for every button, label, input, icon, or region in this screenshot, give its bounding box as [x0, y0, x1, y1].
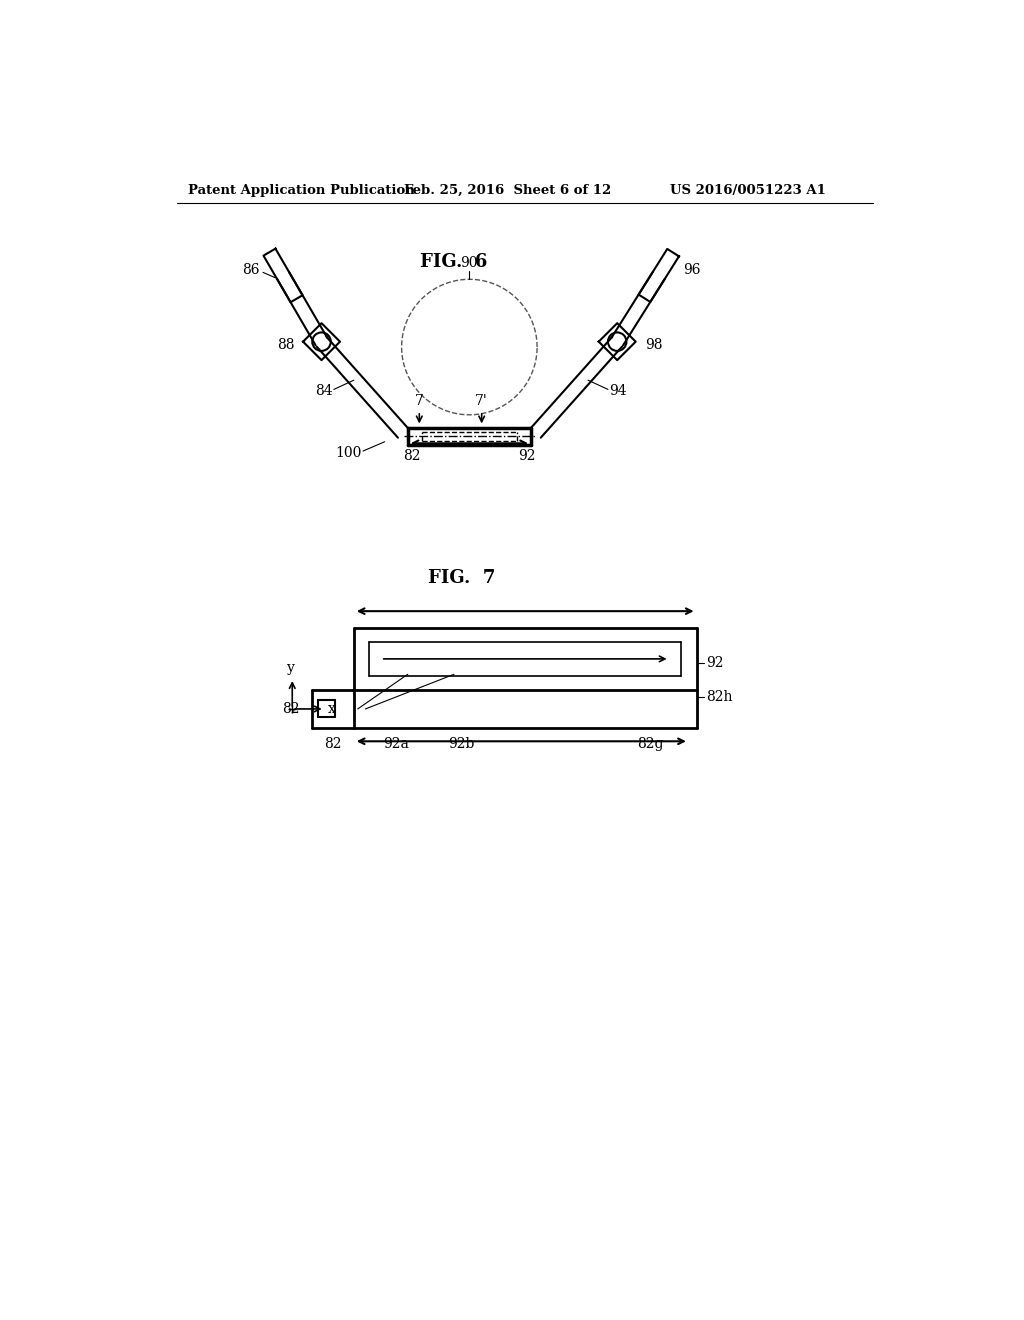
Text: Patent Application Publication: Patent Application Publication — [188, 185, 415, 197]
Text: 94: 94 — [609, 384, 627, 397]
Text: 92b: 92b — [449, 738, 475, 751]
Text: FIG.  7: FIG. 7 — [428, 569, 496, 587]
Text: x: x — [328, 702, 336, 715]
Text: 98: 98 — [645, 338, 663, 351]
Text: 7: 7 — [415, 393, 424, 408]
Text: US 2016/0051223 A1: US 2016/0051223 A1 — [670, 185, 825, 197]
Text: 96: 96 — [683, 263, 700, 277]
Text: 100: 100 — [335, 446, 361, 459]
Text: 84: 84 — [314, 384, 333, 397]
Text: 7': 7' — [475, 393, 488, 408]
Text: y: y — [287, 661, 295, 675]
Text: 92: 92 — [518, 449, 536, 463]
Text: 92: 92 — [706, 656, 723, 669]
Text: 82: 82 — [324, 738, 341, 751]
Text: 88: 88 — [278, 338, 295, 351]
Text: 92a: 92a — [383, 738, 410, 751]
Text: 82: 82 — [402, 449, 421, 463]
Text: 82h: 82h — [706, 690, 732, 705]
Text: 90: 90 — [461, 256, 478, 271]
Text: 82g: 82g — [637, 738, 664, 751]
Text: FIG.  6: FIG. 6 — [420, 253, 487, 272]
Text: 82: 82 — [283, 702, 300, 715]
Text: 86: 86 — [243, 263, 260, 277]
Text: Feb. 25, 2016  Sheet 6 of 12: Feb. 25, 2016 Sheet 6 of 12 — [403, 185, 611, 197]
